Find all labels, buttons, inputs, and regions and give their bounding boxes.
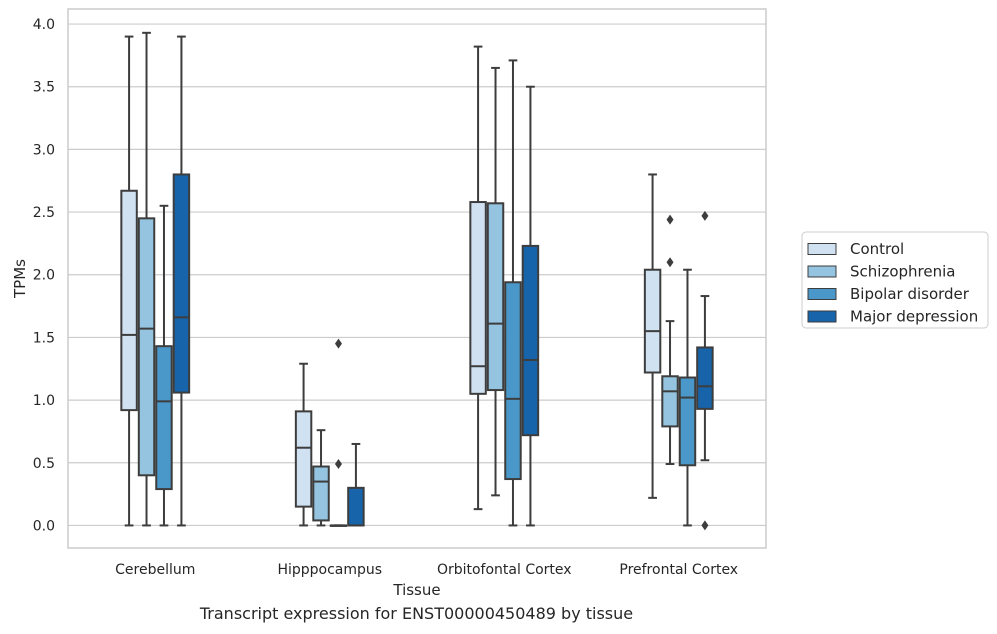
y-tick-label: 0.5 bbox=[33, 456, 55, 472]
box-iqr bbox=[696, 346, 714, 410]
box-bipolar-disorder bbox=[155, 204, 173, 527]
box-layer bbox=[120, 31, 714, 531]
outlier-point bbox=[701, 520, 709, 531]
box-iqr bbox=[137, 217, 156, 477]
plot-frame bbox=[67, 8, 767, 549]
y-tick-label: 3.0 bbox=[33, 142, 55, 158]
legend-swatch bbox=[807, 288, 837, 300]
box-major-depression bbox=[347, 442, 365, 527]
box-iqr bbox=[678, 376, 697, 467]
legend-label: Major depression bbox=[850, 308, 978, 326]
box-major-depression bbox=[172, 35, 191, 527]
box-schizophrenia bbox=[486, 66, 505, 497]
x-tick-label: Prefrontal Cortex bbox=[619, 562, 738, 578]
y-axis-label: TPMs bbox=[11, 259, 29, 299]
box-control bbox=[294, 362, 313, 527]
x-tick-labels: Cerebellum Hipppocampus Orbitofontal Corte… bbox=[115, 562, 738, 578]
legend: Control Schizophrenia Bipolar disorder Majo… bbox=[801, 231, 989, 329]
box-iqr bbox=[504, 281, 522, 481]
y-tick-label: 2.0 bbox=[33, 268, 55, 284]
legend-frame bbox=[801, 231, 989, 329]
figure-caption: Transcript expression for ENST0000045048… bbox=[199, 604, 634, 623]
x-tick-label: Hipppocampus bbox=[277, 562, 382, 578]
legend-swatch bbox=[807, 265, 837, 278]
outlier-point bbox=[701, 210, 709, 221]
legend-swatch bbox=[807, 310, 837, 323]
legend-swatch bbox=[807, 243, 837, 255]
box-bipolar-disorder bbox=[678, 268, 697, 527]
outlier-point bbox=[334, 459, 342, 470]
box-iqr bbox=[486, 202, 505, 392]
box-iqr bbox=[172, 173, 191, 394]
y-tick-label: 0.0 bbox=[33, 518, 55, 534]
box-iqr bbox=[120, 189, 138, 412]
box-control bbox=[643, 173, 662, 499]
legend-label: Bipolar disorder bbox=[850, 285, 970, 303]
box-bipolar-disorder bbox=[504, 59, 522, 527]
box-bipolar-disorder bbox=[329, 338, 348, 527]
legend-label: Control bbox=[850, 240, 904, 258]
x-axis-label: Tissue bbox=[392, 581, 440, 599]
y-tick-label: 3.5 bbox=[33, 80, 55, 96]
y-tick-label: 4.0 bbox=[33, 17, 55, 33]
box-major-depression bbox=[521, 85, 540, 527]
y-tick-label: 2.5 bbox=[33, 205, 55, 221]
y-tick-labels: 0.0 0.5 1.0 1.5 2.0 2.5 3.0 3.5 4.0 bbox=[33, 17, 55, 534]
legend-label: Schizophrenia bbox=[850, 263, 955, 281]
outlier-point bbox=[666, 214, 674, 225]
x-tick-label: Orbitofontal Cortex bbox=[437, 562, 572, 578]
box-iqr bbox=[347, 486, 365, 527]
box-iqr bbox=[521, 244, 540, 437]
box-schizophrenia bbox=[312, 429, 330, 527]
box-iqr bbox=[155, 345, 173, 491]
box-major-depression bbox=[696, 210, 714, 531]
outlier-point bbox=[666, 257, 674, 268]
box-iqr bbox=[294, 410, 313, 508]
box-iqr bbox=[643, 268, 662, 374]
box-iqr bbox=[312, 465, 330, 522]
x-tick-label: Cerebellum bbox=[115, 562, 195, 578]
box-iqr bbox=[469, 201, 487, 395]
box-control bbox=[120, 35, 138, 527]
box-iqr bbox=[661, 375, 679, 428]
y-tick-label: 1.5 bbox=[33, 330, 55, 346]
outlier-point bbox=[334, 338, 342, 349]
box-schizophrenia bbox=[137, 31, 156, 527]
box-control bbox=[469, 45, 487, 511]
y-tick-label: 1.0 bbox=[33, 393, 55, 409]
box-schizophrenia bbox=[661, 214, 679, 466]
